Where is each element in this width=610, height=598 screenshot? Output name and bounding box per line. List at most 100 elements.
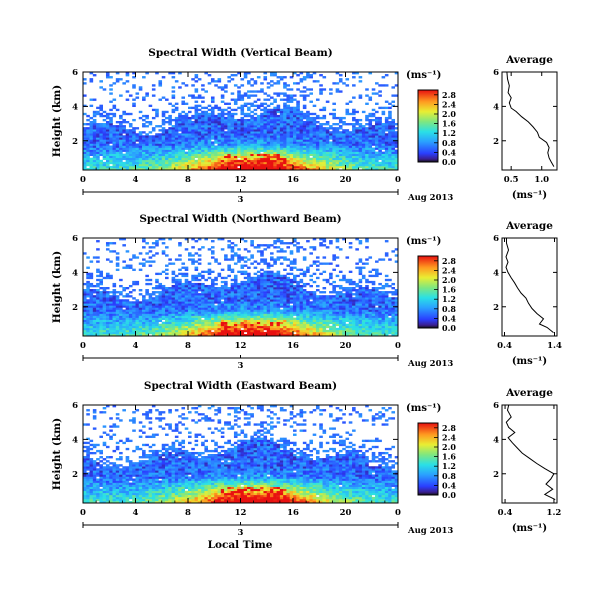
average-x-tick: 1.4 [547,341,562,351]
height-tick-label: 2 [72,303,78,313]
average-height-tick: 4 [493,102,499,112]
colorbar-tick-label: 1.2 [442,461,456,471]
colorbar [417,255,439,329]
average-x-tick: 1.2 [547,508,562,518]
average-frame [501,71,558,171]
time-tick-label: 12 [235,175,247,185]
colorbar-tick-label: 0.4 [442,313,456,323]
panel-2: Spectral Width (Northward Beam)0 4 8 12 16 20… [51,213,562,371]
average-x-tick: 0.4 [498,508,513,518]
colorbar-tick-label: 2.0 [442,442,456,452]
time-tick-label: 0 [395,341,401,351]
colorbar-tick-label: 0.8 [442,471,456,481]
date-label: Aug 2013 [407,526,453,536]
time-tick-label: 20 [340,508,352,518]
time-tick-label: 0 [395,508,401,518]
day-label: 3 [238,361,244,371]
average-height-tick: 4 [493,435,499,445]
average-height-tick: 2 [493,137,499,147]
colorbar-tick-label: 2.8 [442,256,456,266]
height-tick-label: 2 [72,137,78,147]
colorbar [417,89,439,163]
average-height-tick: 6 [493,401,499,411]
colorbar-tick-label: 0.8 [442,138,456,148]
average-profile: Average 2 4 6 0.5 1.0 (ms⁻¹) [493,54,558,201]
panel-1: Spectral Width (Vertical Beam) 0 4 8 12 16 20 0… [51,47,558,205]
colorbar-tick-label: 0.4 [442,147,456,157]
time-tick-label: 0 [80,508,86,518]
day-label: 3 [238,195,244,205]
average-profile-line [505,238,554,333]
average-title: Average [505,220,553,232]
average-profile: Average 2 4 6 0.4 1.2(ms⁻¹) [493,387,561,534]
average-height-tick: 4 [493,268,499,278]
average-x-tick: 1.0 [534,175,549,185]
date-label: Aug 2013 [407,193,453,203]
height-tick-label: 6 [72,68,78,78]
colorbar-tick-label: 1.6 [442,119,456,129]
y-axis-label: Height (km) [51,85,63,157]
heatmap-cells [83,405,399,504]
average-profile: Average 2 4 6 0.4 1.4(ms⁻¹) [493,220,562,367]
average-height-tick: 6 [493,68,499,78]
time-tick-label: 4 [133,175,139,185]
time-tick-label: 12 [235,341,247,351]
panel-3: Spectral Width (Eastward Beam)0 4 8 12 16 20 0… [51,380,561,538]
panel-title: Spectral Width (Northward Beam) [139,213,341,225]
colorbar-tick-label: 0.0 [442,323,456,333]
date-label: Aug 2013 [407,359,453,369]
time-tick-label: 4 [133,508,139,518]
colorbar-tick-label: 2.4 [442,432,456,442]
average-profile-line [505,404,556,501]
average-height-tick: 2 [493,303,499,313]
heatmap-cells [83,238,399,337]
height-tick-label: 2 [72,470,78,480]
colorbar-tick-label: 0.8 [442,304,456,314]
colorbar-tick-label: 2.0 [442,109,456,119]
colorbar-tick-label: 0.0 [442,157,456,167]
colorbar [417,422,439,496]
height-tick-label: 6 [72,234,78,244]
time-tick-label: 12 [235,508,247,518]
panel-title: Spectral Width (Eastward Beam) [144,380,337,392]
average-x-label: (ms⁻¹) [512,190,547,201]
height-tick-label: 4 [72,268,78,278]
average-height-tick: 6 [493,234,499,244]
average-title: Average [505,54,553,66]
colorbar-tick-label: 2.4 [442,265,456,275]
time-tick-label: 8 [185,341,191,351]
colorbar-tick-label: 1.6 [442,452,456,462]
time-tick-label: 8 [185,508,191,518]
colorbar-tick-label: 2.8 [442,423,456,433]
average-profile-line [506,71,555,167]
average-frame [501,404,558,504]
time-tick-label: 8 [185,175,191,185]
time-tick-label: 4 [133,341,139,351]
colorbar-unit: (ms⁻¹) [406,70,441,81]
colorbar-tick-label: 2.8 [442,90,456,100]
height-tick-label: 4 [72,435,78,445]
colorbar-tick-label: 1.2 [442,128,456,138]
y-axis-label: Height (km) [51,251,63,323]
time-tick-label: 20 [340,175,352,185]
time-tick-label: 16 [287,175,299,185]
day-label: 3 [238,528,244,538]
height-tick-label: 6 [72,401,78,411]
average-frame [501,237,558,337]
colorbar-tick-label: 1.2 [442,294,456,304]
colorbar-tick-label: 2.4 [442,99,456,109]
time-tick-label: 16 [287,341,299,351]
time-tick-label: 16 [287,508,299,518]
heatmap-cells [83,72,399,171]
average-height-tick: 2 [493,470,499,480]
average-x-label: (ms⁻¹) [512,356,547,367]
time-tick-label: 20 [340,341,352,351]
average-x-tick: 0.5 [504,175,519,185]
y-axis-label: Height (km) [51,418,63,490]
colorbar-tick-label: 1.6 [442,285,456,295]
time-tick-label: 0 [80,341,86,351]
time-tick-label: 0 [80,175,86,185]
panel-title: Spectral Width (Vertical Beam) [148,47,332,59]
colorbar-unit: (ms⁻¹) [406,236,441,247]
average-x-label: (ms⁻¹) [512,523,547,534]
